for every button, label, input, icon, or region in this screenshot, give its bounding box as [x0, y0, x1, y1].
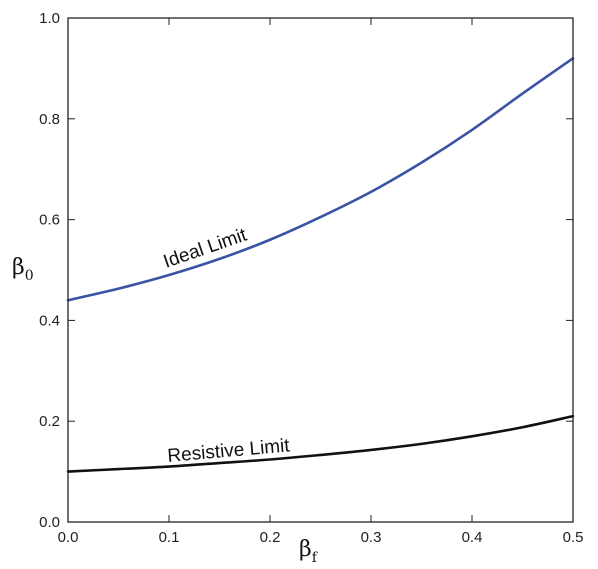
series-line-resistive-limit — [66, 414, 575, 473]
x-tick-label: 0.4 — [462, 529, 483, 546]
y-tick-label: 0.8 — [39, 111, 60, 128]
plot-frame — [67, 17, 574, 523]
y-tick-label: 1.0 — [39, 10, 60, 27]
x-axis-label-symbol: β — [299, 537, 312, 562]
x-axis-label: βf — [299, 537, 319, 566]
y-axis-ticks: 0.0 0.2 0.4 0.6 0.8 1.0 — [39, 10, 573, 531]
series-label-ideal-limit: Ideal Limit — [161, 224, 250, 272]
y-axis-label: β0 — [12, 255, 34, 284]
y-tick-label: 0.0 — [39, 514, 60, 531]
x-tick-label: 0.2 — [260, 529, 281, 546]
x-axis-label-subscript: f — [312, 550, 319, 566]
x-tick-label: 0.0 — [58, 529, 79, 546]
y-axis-label-subscript: 0 — [25, 268, 34, 284]
series-labels: Ideal Limit Resistive Limit — [161, 224, 291, 467]
series-line-ideal-limit — [66, 57, 575, 302]
x-tick-label: 0.5 — [563, 529, 584, 546]
y-axis-label-symbol: β — [12, 255, 25, 280]
y-tick-label: 0.2 — [39, 413, 60, 430]
x-axis-ticks: 0.0 0.1 0.2 0.3 0.4 0.5 — [58, 18, 584, 546]
x-tick-label: 0.1 — [159, 529, 180, 546]
x-tick-label: 0.3 — [361, 529, 382, 546]
y-tick-label: 0.4 — [39, 312, 60, 329]
series-group — [66, 57, 575, 473]
y-tick-label: 0.6 — [39, 212, 60, 229]
